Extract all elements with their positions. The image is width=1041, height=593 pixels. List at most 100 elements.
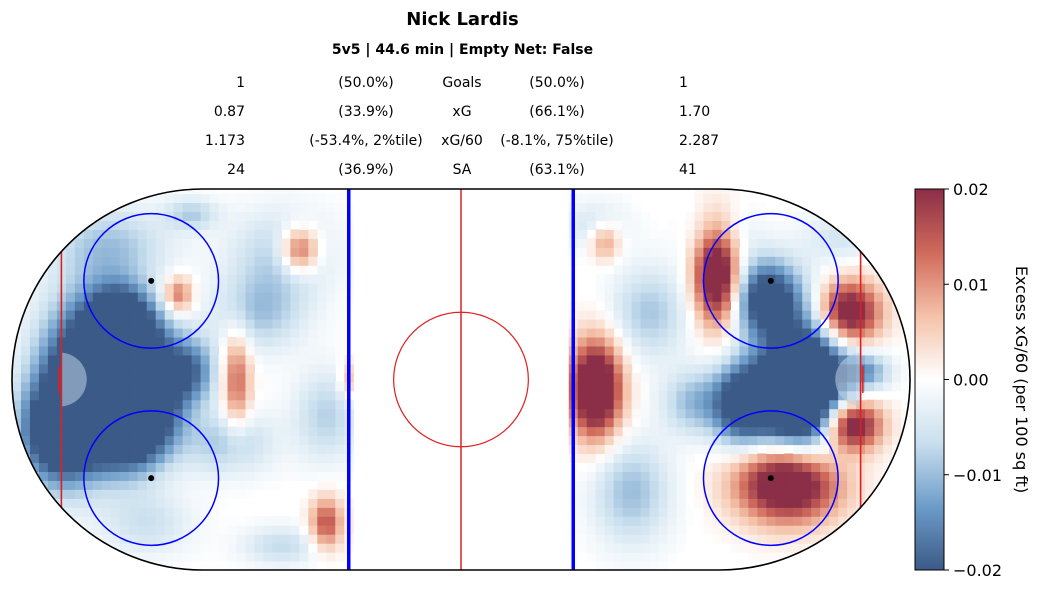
heatmap-cell (263, 310, 274, 320)
heatmap-cell (326, 372, 336, 383)
heatmap-cell (649, 327, 660, 338)
heatmap-cell (649, 336, 660, 347)
heatmap-cell (272, 462, 282, 472)
heatmap-cell (101, 256, 112, 266)
heatmap-cell (667, 301, 678, 311)
heatmap-cell (676, 372, 687, 383)
heatmap-cell (101, 426, 112, 437)
heatmap-cell (640, 211, 651, 221)
heatmap-cell (254, 283, 265, 293)
heatmap-cell (164, 399, 175, 410)
heatmap-cell (20, 229, 31, 239)
heatmap-cell (326, 507, 336, 517)
heatmap-cell (766, 453, 776, 464)
heatmap-cell (263, 292, 274, 302)
heatmap-cell (227, 211, 238, 221)
heatmap-cell (308, 489, 318, 499)
heatmap-cell (146, 462, 157, 472)
heatmap-cell (676, 292, 687, 302)
heatmap-cell (137, 489, 148, 499)
heatmap-cell (865, 372, 875, 383)
heatmap-cell (137, 390, 148, 401)
heatmap-cell (622, 327, 633, 338)
heatmap-cell (326, 220, 336, 230)
heatmap-cell (20, 238, 31, 248)
heatmap-cell (209, 345, 220, 356)
heatmap-cell (128, 471, 139, 481)
heatmap-cell (119, 211, 130, 221)
heatmap-cell (263, 202, 274, 213)
heatmap-cell (721, 498, 731, 508)
heatmap-cell (586, 301, 597, 311)
heatmap-cell (128, 480, 139, 490)
heatmap-cell (721, 274, 731, 284)
heatmap-cell (272, 444, 282, 455)
heatmap-cell (29, 301, 40, 311)
heatmap-cell (119, 417, 130, 428)
heatmap-cell (29, 372, 40, 383)
heatmap-cell (299, 256, 309, 266)
heatmap-cell (721, 399, 731, 410)
heatmap-cell (838, 301, 848, 311)
heatmap-cell (667, 265, 678, 275)
heatmap-cell (227, 292, 238, 302)
heatmap-cell (155, 462, 166, 472)
heatmap-cell (586, 381, 597, 392)
heatmap-cell (119, 390, 130, 401)
heatmap-cell (290, 345, 300, 356)
heatmap-cell (730, 516, 740, 526)
heatmap-cell (272, 220, 282, 230)
heatmap-cell (281, 354, 291, 365)
heatmap-cell (164, 247, 175, 257)
heatmap-cell (649, 354, 660, 365)
heatmap-cell (658, 274, 669, 284)
heatmap-cell (236, 283, 247, 293)
heatmap-cell (92, 256, 103, 266)
heatmap-cell (676, 354, 687, 365)
heatmap-cell (631, 408, 642, 419)
heatmap-cell (613, 363, 624, 374)
heatmap-cell (703, 238, 714, 248)
heatmap-cell (775, 256, 785, 266)
heatmap-cell (667, 256, 678, 266)
heatmap-cell (290, 552, 300, 562)
heatmap-cell (263, 462, 274, 472)
heatmap-cell (685, 345, 696, 356)
heatmap-cell (173, 318, 184, 329)
heatmap-cell (200, 435, 211, 446)
heatmap-cell (173, 399, 184, 410)
heatmap-cell (83, 318, 94, 329)
heatmap-cell (604, 417, 615, 428)
heatmap-cell (155, 372, 166, 383)
heatmap-cell (829, 390, 839, 401)
heatmap-cell (74, 327, 85, 338)
heatmap-cell (281, 283, 291, 293)
heatmap-cell (146, 534, 157, 544)
heatmap-cell (290, 283, 300, 293)
heatmap-cell (757, 480, 767, 490)
heatmap-cell (622, 336, 633, 347)
heatmap-cell (685, 238, 696, 248)
heatmap-cell (272, 211, 282, 221)
heatmap-cell (874, 354, 884, 365)
heatmap-cell (838, 318, 848, 329)
heatmap-cell (631, 220, 642, 230)
heatmap-cell (820, 238, 830, 248)
heatmap-cell (685, 399, 696, 410)
heatmap-cell (191, 336, 202, 347)
heatmap-cell (38, 363, 49, 374)
heatmap-cell (38, 211, 49, 221)
heatmap-cell (56, 516, 67, 526)
heatmap-cell (595, 417, 606, 428)
heatmap-cell (757, 516, 767, 526)
heatmap-cell (721, 283, 731, 293)
heatmap-cell (245, 220, 256, 230)
heatmap-cell (865, 301, 875, 311)
heatmap-cell (56, 202, 67, 213)
heatmap-cell (299, 238, 309, 248)
heatmap-cell (47, 417, 58, 428)
heatmap-cell (128, 534, 139, 544)
heatmap-cell (83, 327, 94, 338)
heatmap-cell (577, 435, 588, 446)
heatmap-cell (874, 444, 884, 455)
